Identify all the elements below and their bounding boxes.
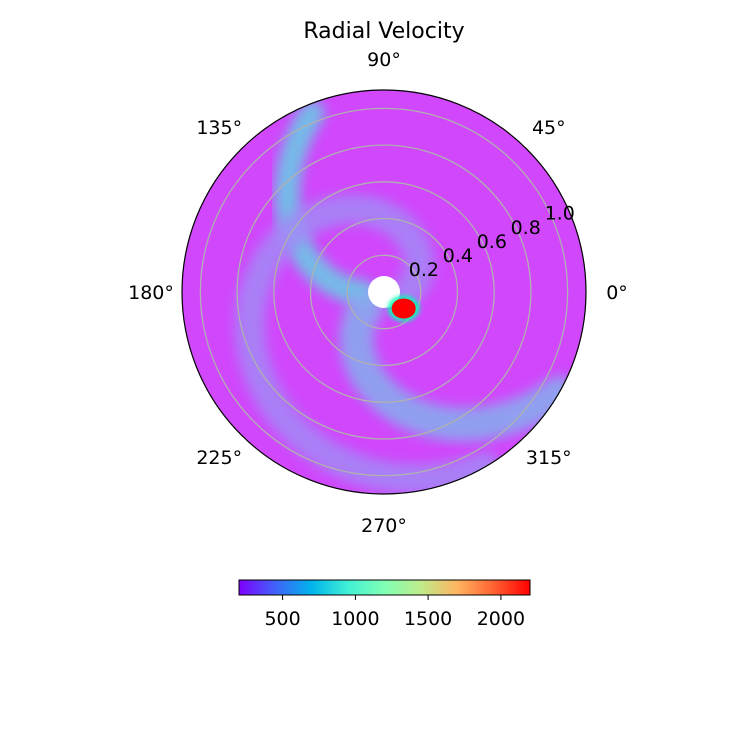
- velocity-streams: [234, 100, 576, 494]
- radial-tick-label: 0.6: [477, 231, 507, 253]
- polar-frame: [181, 89, 587, 495]
- angular-tick-label: 180°: [128, 282, 174, 304]
- angular-tick-label: 0°: [606, 282, 628, 304]
- polar-grid: [199, 107, 569, 477]
- colorbar-tick-label: 500: [264, 608, 300, 630]
- velocity-stream-2: [234, 194, 500, 494]
- colorbar: 500 1000 1500 2000: [238, 579, 531, 630]
- angular-tick-label: 135°: [196, 117, 242, 139]
- radial-gridline: [346, 254, 422, 330]
- angular-tick-label: 45°: [532, 117, 566, 139]
- velocity-stream-3: [339, 289, 576, 442]
- angular-tick-labels: 0° 45° 90° 135° 180° 225° 270° 315°: [128, 49, 628, 537]
- colorbar-ticks: 500 1000 1500 2000: [264, 595, 525, 630]
- angular-tick-label: 225°: [196, 447, 242, 469]
- colorbar-tick-label: 2000: [477, 608, 525, 630]
- hot-spot-layer: [387, 295, 420, 322]
- radial-gridline: [309, 217, 459, 367]
- angular-tick-label: 90°: [367, 49, 401, 71]
- radial-tick-label: 1.0: [545, 203, 575, 225]
- hot-spot-core: [391, 298, 416, 319]
- angular-tick-label: 270°: [361, 515, 407, 537]
- radial-tick-label: 0.8: [511, 217, 541, 239]
- chart-title: Radial Velocity: [303, 19, 464, 44]
- colorbar-gradient: [238, 579, 531, 596]
- radial-tick-labels: 0.20.40.60.81.0: [409, 203, 575, 281]
- angular-tick-label: 315°: [526, 447, 572, 469]
- polar-plot-area: 0° 45° 90° 135° 180° 225° 270° 315° 0.20.40.60.…: [128, 49, 628, 537]
- radial-gridline: [236, 144, 532, 440]
- radial-tick-label: 0.4: [443, 245, 473, 267]
- radial-gridline: [273, 181, 495, 403]
- radial-gridline: [199, 107, 569, 477]
- colorbar-tick-label: 1500: [404, 608, 452, 630]
- radial-tick-label: 0.2: [409, 259, 439, 281]
- colorbar-tick-label: 1000: [331, 608, 379, 630]
